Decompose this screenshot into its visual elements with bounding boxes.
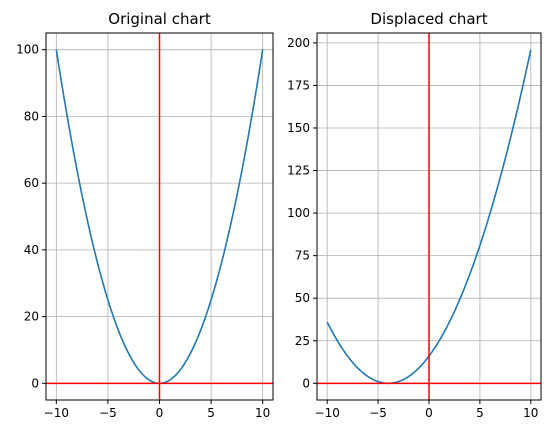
original-chart-ytick-label: 80 (24, 109, 39, 123)
displaced-chart-ytick-label: 200 (287, 36, 310, 50)
original-chart-xtick-label: 5 (207, 406, 215, 420)
displaced-chart-xtick-label: 5 (476, 406, 484, 420)
original-chart-ytick-label: 100 (16, 43, 39, 57)
original-chart-title: Original chart (108, 10, 211, 28)
displaced-chart-xtick-label: 0 (425, 406, 433, 420)
displaced-chart-xtick-label: −10 (315, 406, 340, 420)
displaced-chart-panel: Displaced chart −10 −5 0 5 10025507510012515… (287, 10, 542, 420)
displaced-chart-xtick-label: 10 (523, 406, 538, 420)
displaced-chart-ytick-label: 125 (287, 164, 310, 178)
displaced-chart-xtick-label: −5 (369, 406, 387, 420)
original-chart-xtick-label: −10 (44, 406, 69, 420)
displaced-chart-ytick-label: 175 (287, 78, 310, 92)
original-chart-ytick-label: 0 (31, 376, 39, 390)
original-chart-ytick-label: 20 (24, 310, 39, 324)
displaced-chart-ytick-label: 25 (295, 334, 310, 348)
original-chart-ytick-label: 40 (24, 243, 39, 257)
displaced-chart-title: Displaced chart (370, 10, 487, 28)
original-chart-xtick-label: −5 (99, 406, 117, 420)
original-chart-ytick-label: 60 (24, 176, 39, 190)
displaced-chart-ytick-label: 0 (302, 376, 310, 390)
original-chart-xtick-label: 0 (156, 406, 164, 420)
displaced-chart-ytick-label: 75 (295, 249, 310, 263)
original-chart-xtick-label: 10 (255, 406, 270, 420)
displaced-chart-ytick-label: 50 (295, 291, 310, 305)
displaced-chart-ytick-label: 100 (287, 206, 310, 220)
displaced-chart-ytick-label: 150 (287, 121, 310, 135)
